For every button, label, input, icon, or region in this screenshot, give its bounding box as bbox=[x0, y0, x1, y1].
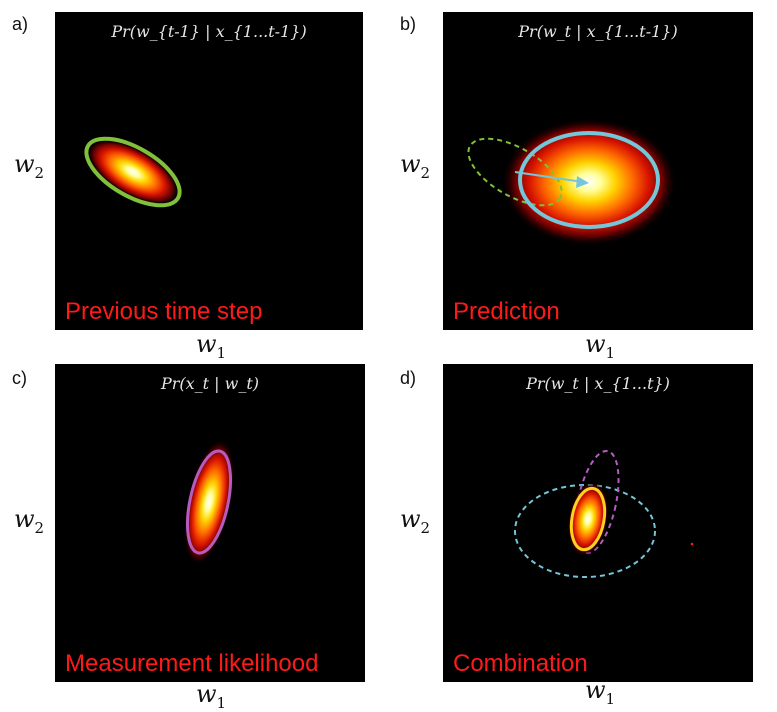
panel-label-d: d) bbox=[400, 368, 417, 388]
y-axis-label-a: w2 bbox=[14, 150, 45, 182]
panel-label-b: b) bbox=[400, 14, 417, 34]
caption-b: Prediction bbox=[453, 298, 560, 325]
plot-title-d: Pr(w_t | x_{1...t}) bbox=[526, 374, 670, 393]
y-axis-label-c: w2 bbox=[14, 505, 45, 537]
likelihood-ellipse bbox=[185, 449, 233, 555]
density-blob-c bbox=[183, 439, 235, 565]
y-axis-label-d: w2 bbox=[400, 505, 431, 537]
plot-a: Pr(w_{t-1} | x_{1...t-1}) Previous time … bbox=[55, 12, 363, 330]
motion-arrowhead bbox=[576, 176, 589, 188]
y-axis-label-b: w2 bbox=[400, 150, 431, 182]
plot-title-a: Pr(w_{t-1} | x_{1...t-1}) bbox=[111, 22, 307, 41]
caption-a: Previous time step bbox=[65, 298, 263, 325]
plot-title-c: Pr(x_t | w_t) bbox=[160, 374, 260, 393]
x-axis-label-a: w1 bbox=[196, 330, 227, 362]
x-axis-label-c: w1 bbox=[196, 680, 227, 712]
panel-label-c: c) bbox=[12, 368, 27, 388]
posterior-ellipse bbox=[569, 486, 607, 552]
prior-ellipse bbox=[84, 136, 182, 208]
motion-arrow bbox=[514, 171, 584, 183]
plot-c: Pr(x_t | w_t) Measurement likelihood bbox=[55, 364, 365, 682]
panel-label-a: a) bbox=[12, 14, 29, 34]
plot-b: Pr(w_t | x_{1...t-1}) Prediction bbox=[443, 12, 753, 330]
plot-title-b: Pr(w_t | x_{1...t-1}) bbox=[518, 22, 678, 41]
stray-dot bbox=[690, 542, 694, 546]
density-map-c bbox=[183, 439, 235, 565]
density-map-b bbox=[467, 118, 677, 246]
caption-d: Combination bbox=[453, 650, 588, 677]
prediction-ellipse-dashed bbox=[514, 484, 656, 578]
x-axis-label-d: w1 bbox=[585, 676, 616, 708]
density-blob-a bbox=[86, 138, 180, 206]
prior-ellipse-dashed bbox=[467, 137, 563, 207]
plot-d: Pr(w_t | x_{1...t}) Combination bbox=[443, 364, 753, 682]
density-map-d bbox=[514, 449, 694, 578]
caption-c: Measurement likelihood bbox=[65, 650, 319, 677]
x-axis-label-b: w1 bbox=[585, 330, 616, 362]
prediction-ellipse bbox=[518, 131, 660, 229]
density-map-a bbox=[84, 136, 182, 208]
